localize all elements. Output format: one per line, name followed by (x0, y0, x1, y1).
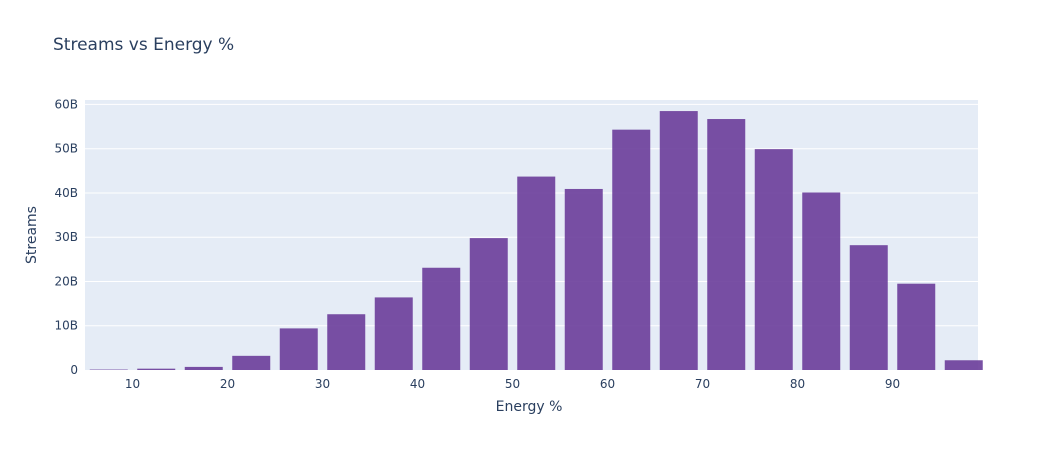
x-tick-label: 40 (410, 377, 425, 391)
bar[interactable] (279, 328, 318, 370)
bar[interactable] (707, 119, 746, 371)
bar[interactable] (374, 297, 413, 370)
y-tick-label: 40B (54, 186, 78, 200)
chart-title: Streams vs Energy % (53, 35, 234, 55)
bar[interactable] (327, 314, 366, 370)
x-axis-ticks: 10 20 30 40 50 60 70 80 90 (125, 377, 900, 391)
y-tick-label: 60B (54, 97, 78, 111)
bar[interactable] (802, 192, 841, 370)
x-tick-label: 50 (505, 377, 520, 391)
y-tick-label: 30B (54, 230, 78, 244)
x-axis-title: Energy % (496, 399, 563, 415)
x-tick-label: 30 (315, 377, 330, 391)
x-tick-label: 80 (790, 377, 805, 391)
y-axis-ticks: 0 10B 20B 30B 40B 50B 60B (54, 97, 78, 377)
bar[interactable] (137, 368, 176, 370)
bar[interactable] (754, 149, 793, 370)
y-tick-label: 10B (54, 319, 78, 333)
x-tick-label: 10 (125, 377, 140, 391)
bar[interactable] (469, 238, 508, 370)
x-tick-label: 20 (220, 377, 235, 391)
y-axis-title: Streams (24, 206, 40, 264)
bar[interactable] (517, 176, 556, 370)
y-tick-label: 50B (54, 142, 78, 156)
bar[interactable] (422, 267, 461, 370)
bar[interactable] (849, 245, 888, 370)
x-tick-label: 90 (885, 377, 900, 391)
bars (89, 111, 983, 371)
bar[interactable] (612, 129, 651, 370)
y-tick-label: 20B (54, 274, 78, 288)
bar[interactable] (897, 283, 936, 370)
bar[interactable] (564, 188, 603, 370)
x-tick-label: 70 (695, 377, 710, 391)
bar[interactable] (944, 360, 983, 370)
bar[interactable] (184, 366, 223, 370)
bar[interactable] (232, 355, 271, 370)
bar[interactable] (659, 111, 698, 370)
x-tick-label: 60 (600, 377, 615, 391)
y-tick-label: 0 (70, 363, 78, 377)
